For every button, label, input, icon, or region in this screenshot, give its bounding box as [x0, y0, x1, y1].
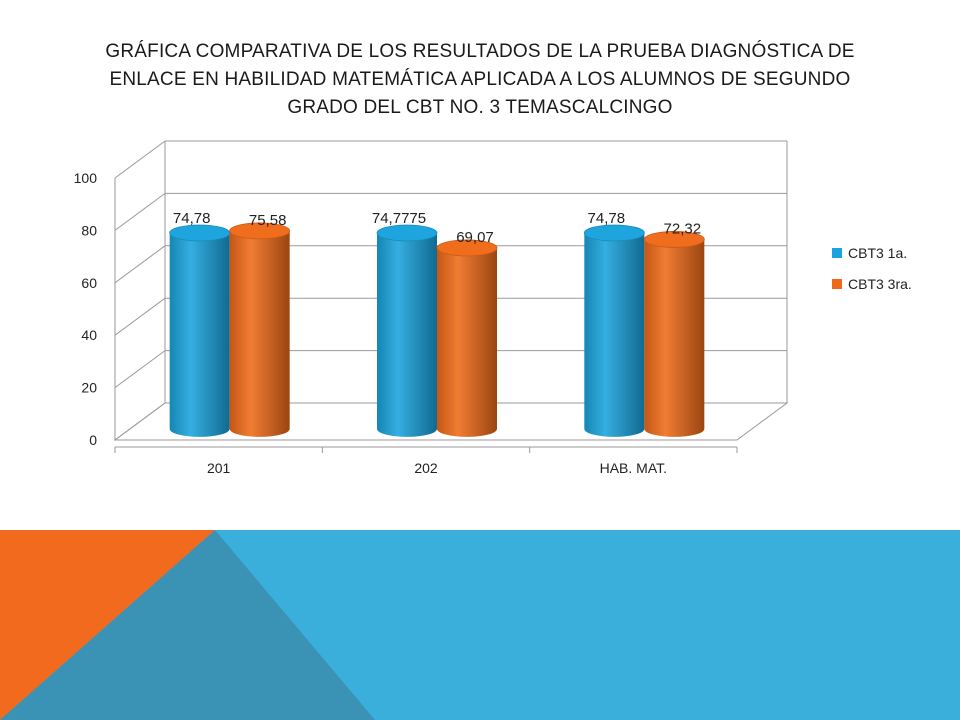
gridline-side	[114, 297, 166, 336]
title-line-3: GRADO DEL CBT NO. 3 TEMASCALCINGO	[287, 97, 673, 118]
bar-top	[436, 239, 498, 257]
legend-label-cbt3-3ra: CBT3 3ra.	[848, 276, 912, 292]
y-tick-label: 20	[81, 380, 97, 396]
bar-top	[376, 224, 438, 242]
data-label: 69,07	[456, 229, 494, 246]
data-labels: 74,78 74,7775 74,78 75,58 69,07 72,32	[173, 210, 701, 246]
bar-body	[437, 247, 497, 437]
x-tick-label: HAB. MAT.	[600, 460, 667, 476]
bar-chart: 0 20 40 60 80 100 201 202 HAB. MAT. 74,78 74,7775…	[74, 140, 912, 476]
bars	[169, 222, 705, 437]
y-tick-label: 80	[81, 222, 97, 238]
bar-body	[584, 232, 645, 437]
legend-swatch-cbt3-3ra	[832, 279, 842, 289]
x-tick-label: 201	[207, 460, 231, 476]
gridline-side	[114, 192, 166, 231]
gridline-side	[114, 402, 166, 441]
axes: 0 20 40 60 80 100 201 202 HAB. MAT.	[74, 170, 738, 476]
y-tick-label: 60	[81, 275, 97, 291]
bar-top	[229, 222, 291, 240]
gridline-side	[114, 245, 166, 284]
y-tick-label: 40	[81, 327, 97, 343]
bar-body	[377, 232, 437, 437]
legend-swatch-cbt3-1a	[832, 248, 842, 258]
title-line-1: GRÁFICA COMPARATIVA DE LOS RESULTADOS DE…	[105, 41, 855, 62]
slide-title: GRÁFICA COMPARATIVA DE LOS RESULTADOS DE…	[60, 38, 900, 122]
data-label: 74,78	[588, 210, 626, 227]
y-tick-label: 100	[74, 170, 98, 186]
x-tick-label: 202	[414, 460, 438, 476]
y-tick-label: 0	[89, 432, 97, 448]
bar-top	[583, 224, 645, 242]
data-label: 74,7775	[372, 210, 426, 227]
bar-top	[169, 224, 231, 242]
gridline-side	[114, 140, 166, 179]
bar-body	[169, 232, 230, 437]
title-line-2: ENLACE EN HABILIDAD MATEMÁTICA APLICADA …	[109, 69, 851, 90]
data-label: 75,58	[249, 212, 287, 229]
decor-teal-triangle	[0, 530, 375, 720]
slide-decoration	[0, 530, 960, 720]
legend: CBT3 1a. CBT3 3ra.	[832, 245, 912, 292]
legend-label-cbt3-1a: CBT3 1a.	[848, 245, 907, 261]
data-label: 72,32	[664, 220, 702, 237]
data-label: 74,78	[173, 210, 211, 227]
bar-top	[643, 231, 705, 248]
gridline-side	[114, 350, 166, 389]
bar-body	[644, 239, 705, 437]
bar-body	[229, 230, 290, 437]
